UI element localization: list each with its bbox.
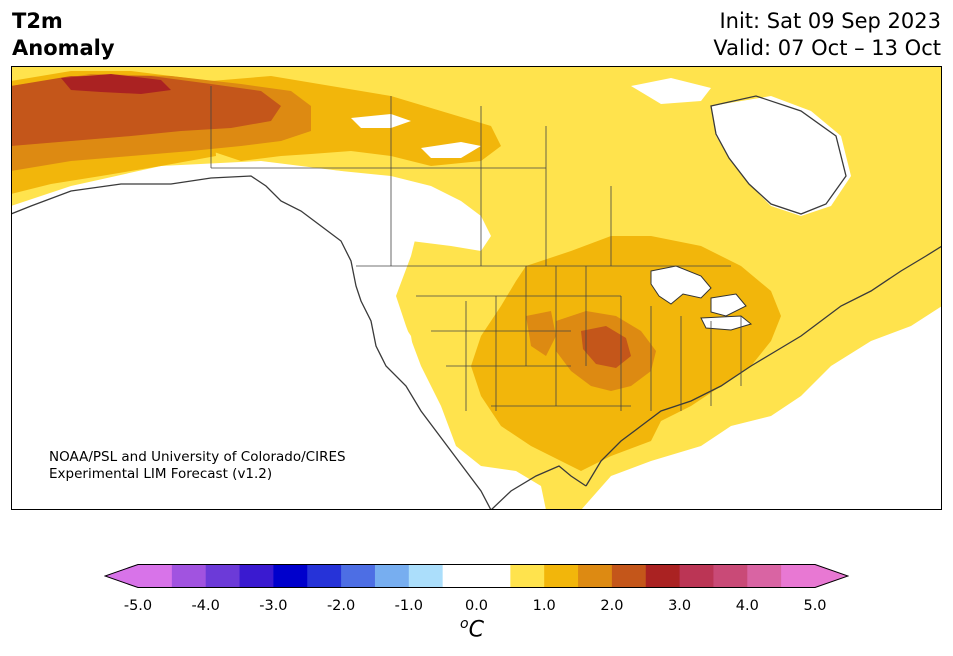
anomaly-zone-2-0-midwest	[581, 326, 631, 368]
unit-label: C	[468, 617, 484, 643]
colorbar-cell	[611, 564, 647, 588]
north-water-2	[421, 142, 481, 158]
colorbar-cell	[781, 564, 816, 588]
political-borders	[210, 86, 742, 411]
normal-zone-hudson	[711, 96, 851, 216]
colorbar-cell	[138, 564, 173, 588]
valid-range: Valid: 07 Oct – 13 Oct	[713, 36, 941, 60]
anomaly-map	[11, 66, 942, 510]
colorbar	[104, 564, 849, 588]
anomaly-zone-0-5	[11, 66, 942, 510]
unit-prefix: o	[460, 616, 469, 632]
colorbar-cell	[510, 564, 545, 588]
colorbar-tick-label: 4.0	[735, 598, 759, 614]
colorbar-cell	[476, 564, 511, 588]
colorbar-tick-label: 3.0	[668, 598, 692, 614]
colorbar-cell	[171, 564, 207, 588]
colorbar-tick-label: 5.0	[803, 598, 827, 614]
colorbar-tick-label: 0.0	[464, 598, 489, 614]
colorbar-tick-label: -4.0	[191, 598, 220, 614]
colorbar-cell	[578, 564, 613, 588]
colorbar-tick-label: -1.0	[394, 598, 423, 614]
colorbar-cell	[341, 564, 376, 588]
title-line-2: Anomaly	[12, 36, 115, 60]
colorbar-tick-label: -5.0	[123, 598, 153, 614]
colorbar-unit: oC	[460, 616, 484, 642]
anomaly-zone-2-5-alaska	[61, 74, 171, 94]
colorbar-tick-label: 1.0	[532, 598, 556, 614]
colorbar-over-arrow	[815, 564, 849, 588]
credit-text: NOAA/PSL and University of Colorado/CIRE…	[49, 449, 346, 483]
credit-line-2: Experimental LIM Forecast (v1.2)	[49, 466, 273, 482]
colorbar-cell	[374, 564, 410, 588]
colorbar-outline	[104, 564, 849, 588]
colorbar-tick-label: -2.0	[326, 598, 356, 614]
colorbar-cell	[307, 564, 342, 588]
colorbar-cell	[747, 564, 782, 588]
north-water-1	[351, 114, 411, 128]
colorbar-cell	[408, 564, 444, 588]
colorbar-cell	[645, 564, 681, 588]
colorbar-cell	[544, 564, 579, 588]
colorbar-cell	[239, 564, 274, 588]
colorbar-cells	[138, 564, 816, 588]
map-title: T2m Anomaly	[12, 8, 115, 62]
credit-line-1: NOAA/PSL and University of Colorado/CIRE…	[49, 449, 346, 465]
forecast-dates: Init: Sat 09 Sep 2023 Valid: 07 Oct – 13…	[713, 8, 941, 62]
colorbar-cell	[679, 564, 714, 588]
init-date: Init: Sat 09 Sep 2023	[719, 9, 941, 33]
coastlines	[11, 95, 942, 510]
colorbar-cell	[205, 564, 241, 588]
colorbar-cell	[442, 564, 477, 588]
colorbar-cell	[713, 564, 748, 588]
normal-zone-west	[11, 164, 491, 510]
colorbar-under-arrow	[104, 564, 138, 588]
title-line-1: T2m	[12, 9, 63, 33]
colorbar-tick-label: 2.0	[600, 598, 624, 614]
anomaly-zone-2-0-alaska	[11, 76, 281, 146]
colorbar-tick-label: -3.0	[259, 598, 288, 614]
normal-zone-arctic	[631, 78, 711, 104]
anomaly-zone-1-5-plains	[526, 311, 556, 356]
colorbar-cell	[273, 564, 308, 588]
